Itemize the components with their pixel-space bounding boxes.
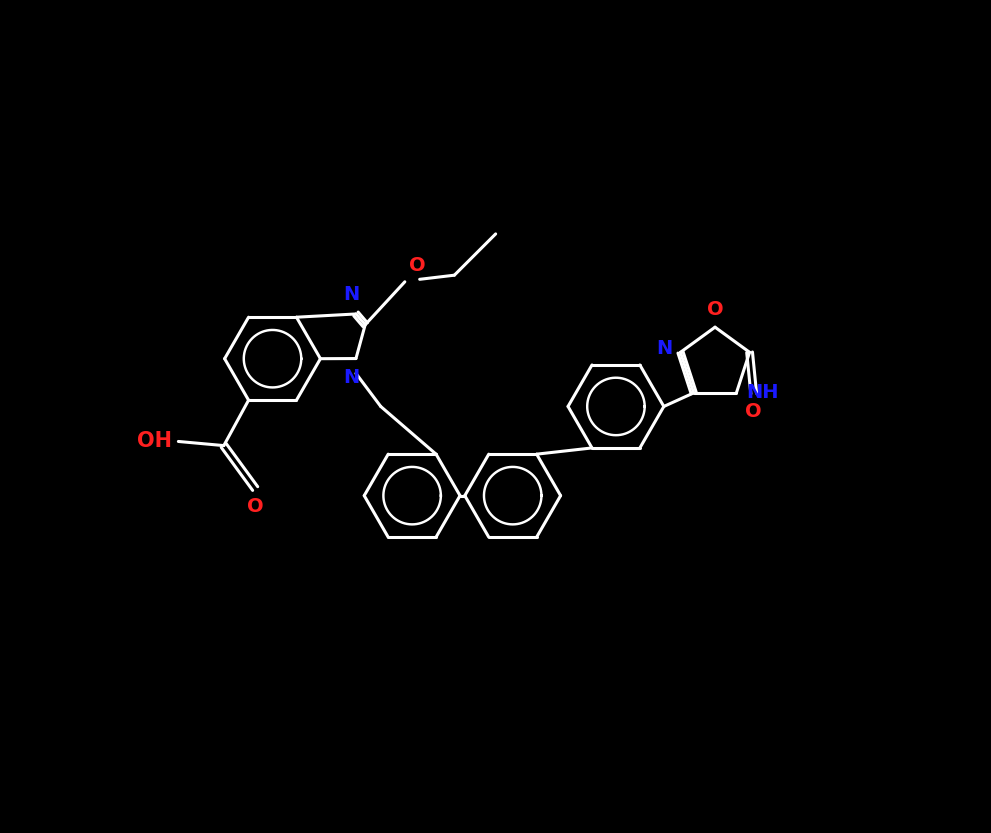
Text: O: O: [247, 496, 264, 516]
Text: N: N: [344, 368, 360, 387]
Text: N: N: [656, 339, 672, 357]
Text: O: O: [745, 402, 762, 421]
Text: NH: NH: [746, 383, 779, 402]
Text: O: O: [409, 257, 425, 275]
Text: O: O: [707, 300, 723, 319]
Text: OH: OH: [137, 431, 171, 451]
Text: N: N: [344, 285, 360, 304]
